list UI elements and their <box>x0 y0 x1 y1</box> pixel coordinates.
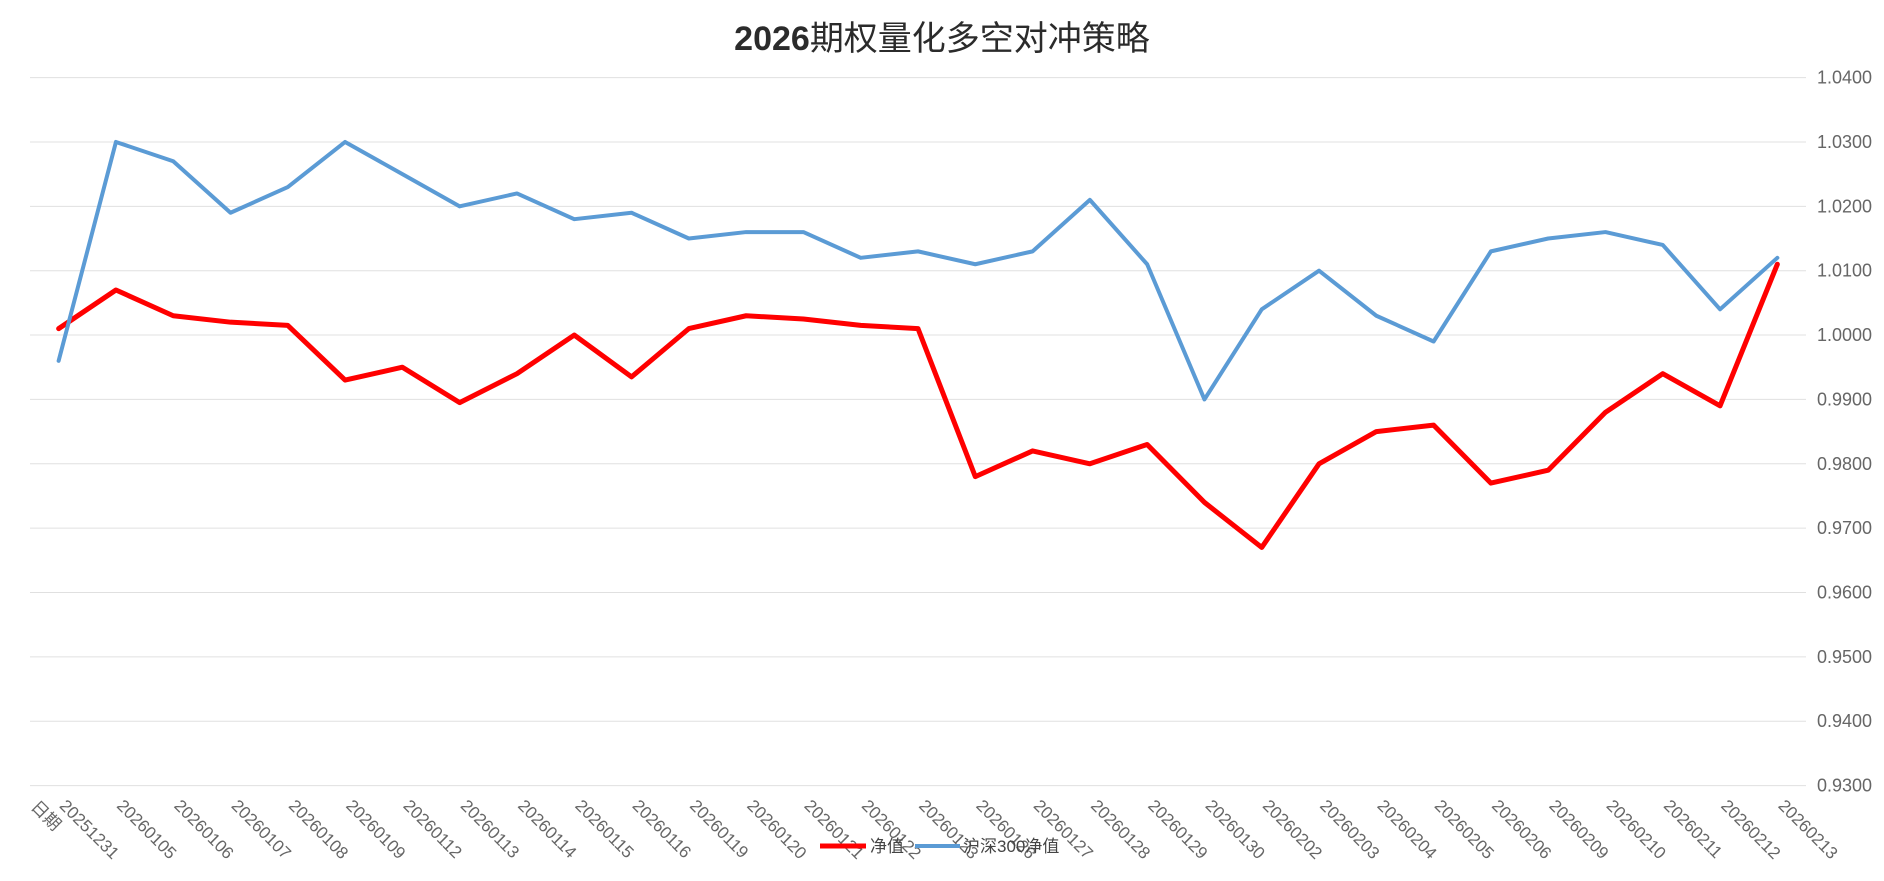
svg-text:20260202: 20260202 <box>1259 796 1326 863</box>
svg-text:20260120: 20260120 <box>743 796 810 863</box>
svg-text:20260115: 20260115 <box>571 796 637 862</box>
svg-text:20251231: 20251231 <box>56 796 123 863</box>
svg-text:20260116: 20260116 <box>629 796 695 862</box>
svg-text:20260203: 20260203 <box>1316 796 1383 863</box>
svg-text:20260210: 20260210 <box>1603 796 1670 863</box>
svg-text:1.0100: 1.0100 <box>1817 261 1872 281</box>
svg-text:1.0000: 1.0000 <box>1817 325 1872 345</box>
svg-text:沪深300净值: 沪深300净值 <box>963 837 1059 856</box>
svg-text:0.9600: 0.9600 <box>1817 583 1872 603</box>
svg-text:20260206: 20260206 <box>1488 796 1555 863</box>
svg-text:0.9800: 0.9800 <box>1817 454 1872 474</box>
svg-text:20260109: 20260109 <box>342 796 409 863</box>
svg-text:净值: 净值 <box>870 837 904 856</box>
svg-text:1.0400: 1.0400 <box>1817 68 1872 88</box>
svg-text:20260128: 20260128 <box>1087 796 1154 863</box>
svg-text:日期: 日期 <box>27 797 64 834</box>
svg-text:20260113: 20260113 <box>457 796 523 862</box>
svg-text:20260107: 20260107 <box>228 796 295 863</box>
svg-text:20260130: 20260130 <box>1202 796 1269 863</box>
svg-text:20260211: 20260211 <box>1660 796 1726 862</box>
svg-text:20260204: 20260204 <box>1373 796 1440 863</box>
svg-text:20260121: 20260121 <box>801 796 868 863</box>
svg-text:20260209: 20260209 <box>1545 796 1612 863</box>
svg-text:0.9500: 0.9500 <box>1817 647 1872 667</box>
svg-text:20260112: 20260112 <box>400 796 466 862</box>
svg-text:0.9700: 0.9700 <box>1817 518 1872 538</box>
svg-text:20260129: 20260129 <box>1144 796 1211 863</box>
svg-text:0.9900: 0.9900 <box>1817 389 1872 409</box>
svg-text:20260119: 20260119 <box>686 796 752 862</box>
svg-text:0.9300: 0.9300 <box>1817 776 1872 796</box>
svg-text:0.9400: 0.9400 <box>1817 711 1872 731</box>
svg-text:20260212: 20260212 <box>1717 796 1784 863</box>
svg-text:20260213: 20260213 <box>1775 796 1842 863</box>
svg-text:20260108: 20260108 <box>285 796 352 863</box>
svg-text:1.0200: 1.0200 <box>1817 196 1872 216</box>
svg-text:20260205: 20260205 <box>1431 796 1498 863</box>
svg-text:20260106: 20260106 <box>170 796 237 863</box>
svg-text:20260105: 20260105 <box>113 796 180 863</box>
svg-text:20260114: 20260114 <box>514 796 580 862</box>
svg-text:1.0300: 1.0300 <box>1817 132 1872 152</box>
